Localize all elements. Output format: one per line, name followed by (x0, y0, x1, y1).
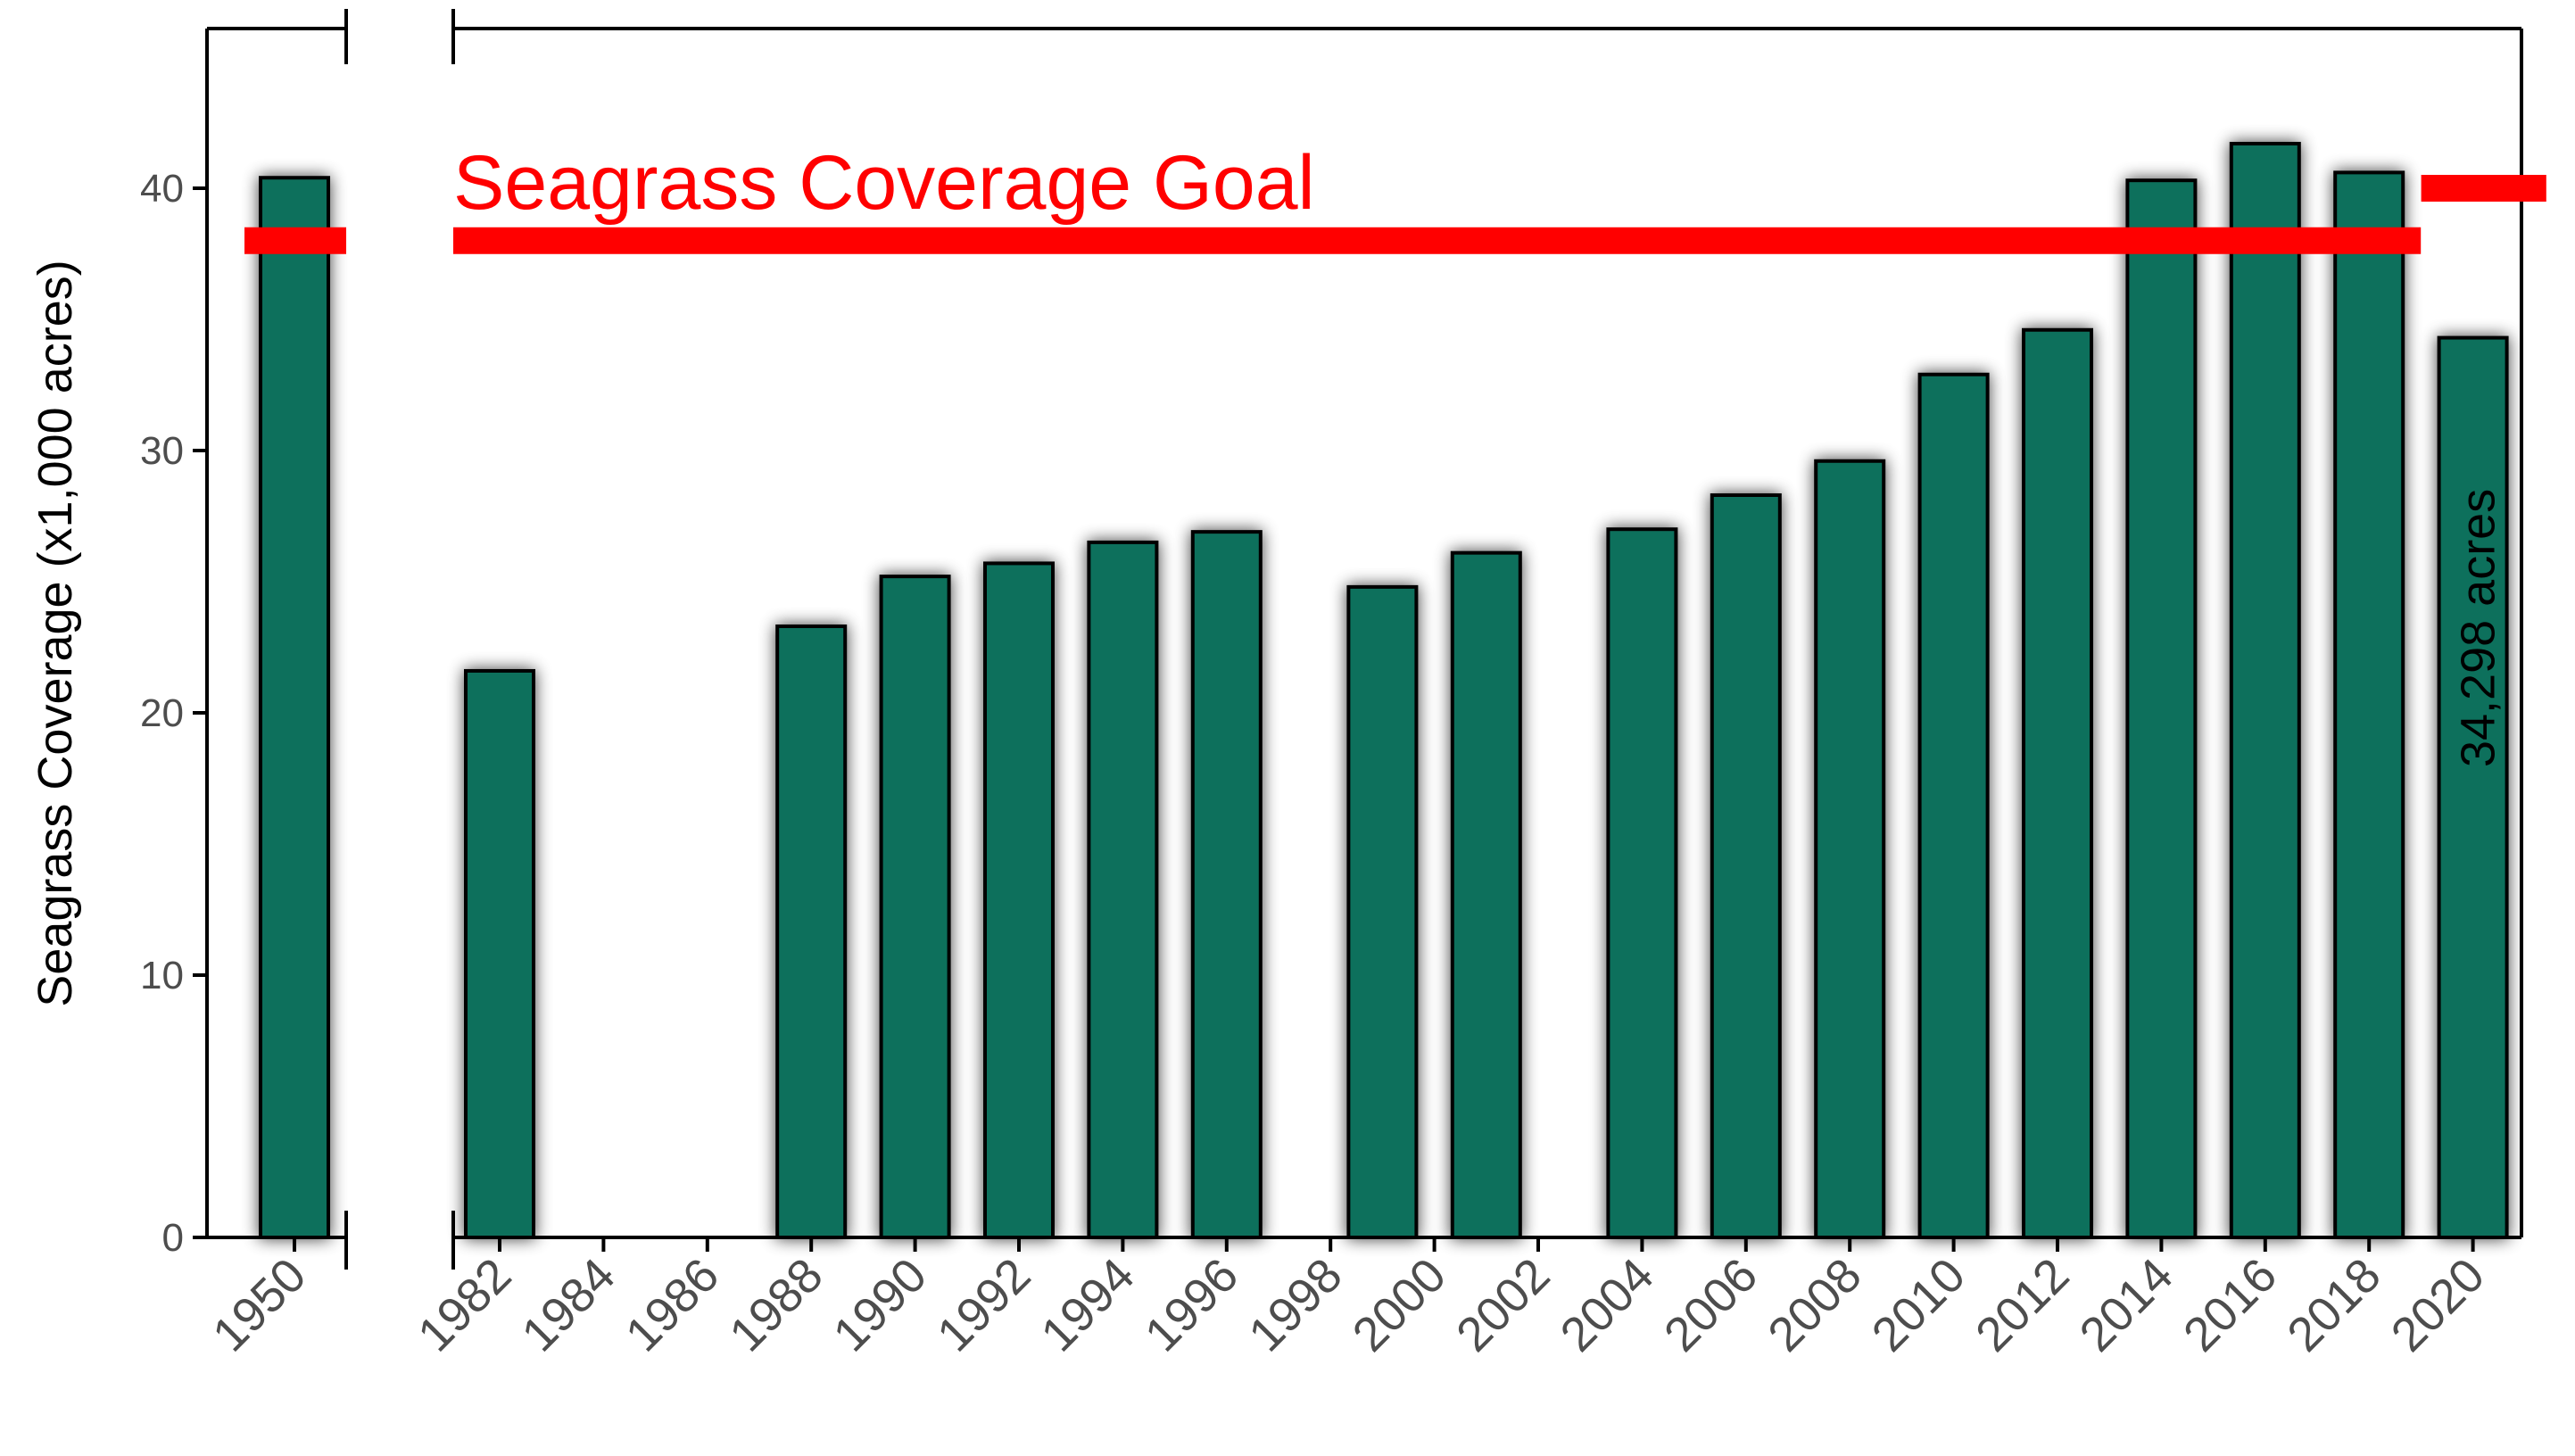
y-axis-title: Seagrass Coverage (x1,000 acres) (29, 260, 82, 1006)
bar-1996 (1190, 530, 1263, 1239)
x-tick-label-2020: 2020 (2381, 1248, 2495, 1361)
x-tick-label-1986: 1986 (616, 1248, 729, 1361)
bar-1988 (775, 624, 848, 1239)
x-tick-label-2010: 2010 (1862, 1248, 1975, 1361)
goal-label: Seagrass Coverage Goal (453, 140, 1315, 226)
x-tick-label-2006: 2006 (1654, 1248, 1768, 1361)
x-tick-label-2008: 2008 (1758, 1248, 1871, 1361)
bar-2010 (1917, 372, 1990, 1239)
bar-2012 (2022, 327, 2093, 1239)
x-axis: 1950 198219841986198819901992199419961998… (203, 1237, 2495, 1361)
bar-2016 (2229, 142, 2301, 1239)
y-tick-label: 20 (140, 691, 184, 735)
y-tick-label: 40 (140, 167, 184, 211)
x-tick-label-2002: 2002 (1446, 1248, 1560, 1361)
x-tick-label-2012: 2012 (1966, 1248, 2079, 1361)
x-tick-label-1950: 1950 (203, 1248, 316, 1361)
bar-2018 (2333, 170, 2405, 1240)
x-tick-label-1984: 1984 (512, 1248, 625, 1361)
y-axis: 0 10 20 30 40 (140, 29, 209, 1260)
bar-1950 (259, 176, 330, 1240)
right-panel-1982-2020 (451, 9, 2523, 1270)
x-tick-label-2014: 2014 (2070, 1248, 2183, 1361)
x-tick-label-1992: 1992 (927, 1248, 1040, 1361)
bar-2020 (2437, 335, 2509, 1239)
y-tick-label: 0 (162, 1216, 184, 1260)
x-tick-label-2018: 2018 (2277, 1248, 2390, 1361)
value-annotation-2020: 34,298 acres (2452, 489, 2505, 767)
bar-2006 (1710, 492, 1782, 1239)
left-panel-1950 (207, 9, 348, 1270)
bar-1982 (464, 668, 535, 1239)
x-tick-label-1996: 1996 (1135, 1248, 1248, 1361)
annotation-layer: 34,298 acres (2452, 489, 2505, 767)
bar-2001 (1450, 550, 1522, 1239)
x-tick-label-1990: 1990 (824, 1248, 937, 1361)
y-tick-label: 10 (140, 954, 184, 997)
x-tick-label-2000: 2000 (1343, 1248, 1456, 1361)
bar-2004 (1606, 527, 1678, 1239)
x-tick-label-2004: 2004 (1551, 1248, 1664, 1361)
goal-lines: Seagrass Coverage Goal (244, 140, 2546, 254)
bar-1990 (879, 575, 951, 1239)
bar-1994 (1087, 540, 1159, 1239)
bar-1992 (983, 561, 1055, 1239)
x-tick-label-1994: 1994 (1031, 1248, 1145, 1361)
bar-2014 (2125, 178, 2198, 1239)
bar-2008 (1814, 459, 1886, 1239)
x-tick-label-1988: 1988 (719, 1248, 832, 1361)
x-tick-label-2016: 2016 (2173, 1248, 2287, 1361)
y-tick-label: 30 (140, 429, 184, 473)
bar-1999 (1346, 584, 1419, 1239)
x-tick-label-1998: 1998 (1238, 1248, 1352, 1361)
x-tick-label-1982: 1982 (408, 1248, 521, 1361)
